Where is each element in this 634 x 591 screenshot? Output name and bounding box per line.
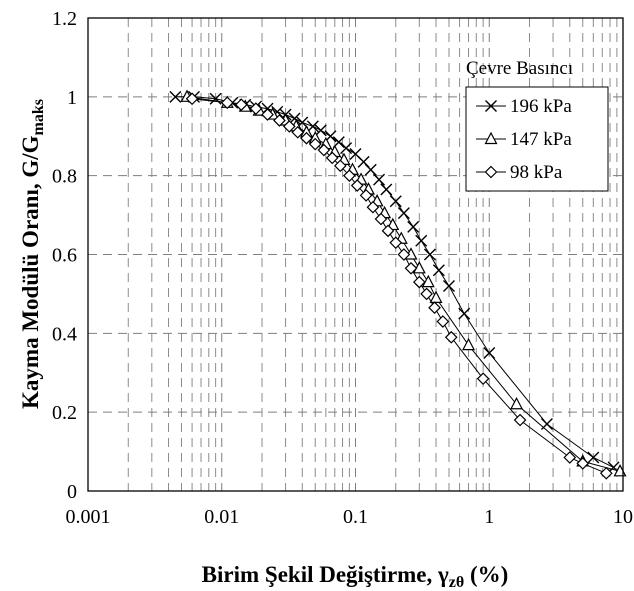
- data-point-3: [308, 137, 322, 151]
- legend-item: 147 kPa: [476, 129, 572, 150]
- data-point-3: [317, 143, 331, 157]
- data-point-1: [373, 173, 386, 186]
- data-point-1: [407, 220, 420, 233]
- data-point-3: [599, 466, 613, 480]
- data-point-1: [415, 234, 428, 247]
- data-point-1: [432, 264, 445, 277]
- y-tick-label: 1.2: [52, 8, 77, 30]
- x-tick-label: 0.001: [66, 506, 111, 528]
- data-point-3: [513, 413, 527, 427]
- data-point-3: [234, 98, 248, 112]
- data-point-1: [364, 163, 377, 176]
- x-tick-label: 10: [613, 506, 633, 528]
- y-tick-label: 1: [67, 87, 77, 109]
- y-tick-labels: 0 0.2 0.4 0.6 0.8 1 1.2: [52, 8, 77, 503]
- data-point-3: [381, 224, 395, 238]
- y-tick-label: 0: [67, 481, 77, 503]
- legend: Çevre Basıncı 196 kPa 147 kPa 98 kPa: [465, 58, 609, 192]
- data-point-3: [350, 179, 364, 192]
- y-tick-label: 0.2: [52, 402, 77, 424]
- data-point-2: [421, 274, 435, 288]
- data-point-1: [314, 124, 327, 137]
- data-point-3: [282, 120, 296, 133]
- data-point-1: [209, 92, 222, 105]
- data-point-3: [273, 114, 286, 127]
- legend-marker: [485, 100, 497, 112]
- x-tick-labels: 0.001 0.01 0.1 1 10: [66, 506, 634, 528]
- data-point-2: [510, 396, 524, 410]
- data-point-3: [366, 200, 380, 214]
- data-point-3: [359, 189, 373, 202]
- data-point-3: [389, 236, 403, 250]
- plot-frame: [87, 17, 624, 492]
- data-point-1: [340, 142, 353, 155]
- data-point-3: [343, 169, 356, 183]
- data-point-3: [576, 457, 590, 470]
- data-point-1: [458, 307, 471, 320]
- y-tick-label: 0.4: [52, 323, 77, 345]
- legend-item: 196 kPa: [476, 96, 572, 117]
- data-point-1: [540, 417, 553, 430]
- data-point-3: [476, 372, 490, 386]
- data-point-3: [325, 151, 339, 165]
- y-tick-label: 0.6: [52, 245, 77, 267]
- data-point-1: [306, 120, 319, 133]
- legend-title: Çevre Basıncı: [466, 58, 573, 79]
- data-point-3: [428, 301, 441, 315]
- data-point-3: [420, 287, 433, 301]
- data-point-3: [291, 125, 305, 139]
- data-point-1: [380, 183, 393, 196]
- legend-marker: [484, 131, 498, 145]
- x-axis-title: Birim Şekil Değiştirme, γzθ (%): [202, 562, 509, 591]
- data-point-3: [397, 248, 411, 261]
- x-tick-label: 0.1: [343, 506, 368, 528]
- data-point-1: [389, 195, 402, 208]
- data-point-3: [220, 96, 234, 110]
- legend-marker: [484, 165, 498, 179]
- data-point-1: [442, 280, 455, 293]
- y-tick-label: 0.8: [52, 166, 77, 188]
- data-point-3: [436, 315, 450, 328]
- data-point-3: [249, 102, 263, 116]
- legend-label: 196 kPa: [510, 96, 572, 117]
- data-point-1: [587, 451, 600, 464]
- legend-label: 147 kPa: [510, 129, 572, 150]
- x-tick-label: 1: [484, 506, 494, 528]
- data-point-3: [404, 261, 418, 275]
- data-markers: [169, 89, 627, 480]
- data-point-3: [261, 108, 274, 121]
- data-point-2: [429, 290, 443, 303]
- data-point-3: [412, 275, 426, 289]
- y-axis-title: Kayma Modülü Oranı, G/Gmaks: [18, 99, 47, 409]
- data-point-3: [300, 131, 313, 145]
- legend-label: 98 kPa: [510, 162, 563, 183]
- data-point-2: [462, 337, 476, 351]
- data-point-1: [397, 207, 410, 220]
- data-point-1: [423, 248, 436, 261]
- data-point-3: [374, 212, 388, 226]
- data-point-3: [185, 92, 199, 106]
- legend-item: 98 kPa: [476, 162, 563, 183]
- data-point-3: [444, 330, 458, 344]
- data-point-3: [333, 159, 347, 173]
- data-point-1: [483, 347, 496, 360]
- data-point-3: [563, 451, 577, 464]
- legend-items: 196 kPa 147 kPa 98 kPa: [476, 96, 572, 183]
- data-point-1: [169, 90, 182, 103]
- x-tick-label: 0.01: [204, 506, 239, 528]
